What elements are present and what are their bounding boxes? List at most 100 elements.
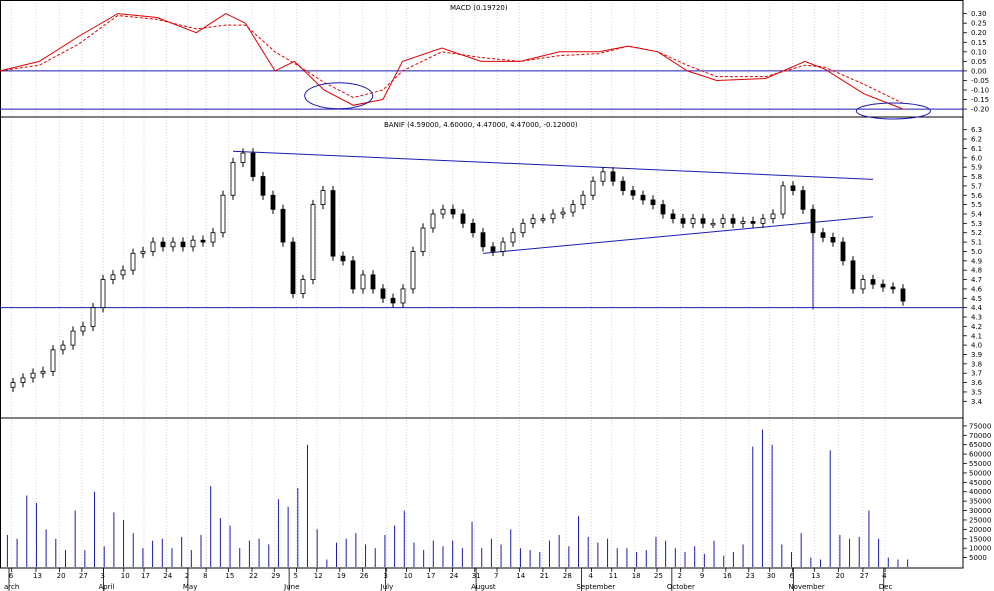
- candle-body: [570, 204, 576, 213]
- month-label: May: [183, 583, 197, 591]
- candle-body: [90, 307, 96, 327]
- macd-y-tick-label: -0.15: [971, 96, 989, 104]
- candle-body: [320, 190, 326, 206]
- price-panel: BANIF (4.59000, 4.60000, 4.47000, 4.4700…: [0, 121, 983, 406]
- candle-body: [670, 213, 676, 220]
- candle-body: [430, 213, 436, 229]
- x-tick-label: 6: [9, 572, 14, 580]
- x-tick-label: 18: [632, 572, 641, 580]
- candle-body: [180, 241, 186, 248]
- candle-body: [20, 377, 26, 383]
- candle-body: [510, 232, 516, 243]
- candle-body: [840, 241, 846, 262]
- x-tick-label: 15: [225, 572, 234, 580]
- x-tick-label: 23: [746, 572, 755, 580]
- x-tick-label: 28: [563, 572, 572, 580]
- candle-body: [640, 194, 646, 201]
- candle-body: [400, 288, 406, 304]
- x-tick-label: 13: [33, 572, 42, 580]
- candle-body: [620, 180, 626, 191]
- candle-body: [170, 241, 176, 248]
- x-tick-label: 8: [203, 572, 207, 580]
- candle-body: [30, 372, 36, 379]
- x-tick-label: 2: [185, 572, 189, 580]
- volume-y-tick-label: 60000: [969, 451, 991, 459]
- grid-layer: [11, 0, 886, 568]
- x-tick-label: 9: [700, 572, 704, 580]
- price-y-tick-label: 3.8: [971, 360, 982, 368]
- candle-body: [590, 180, 596, 196]
- price-y-tick-label: 4.9: [971, 257, 982, 265]
- macd-y-tick-label: -0.10: [971, 87, 989, 95]
- candle-body: [750, 221, 756, 224]
- trendline: [232, 150, 874, 180]
- candle-body: [770, 213, 776, 220]
- candle-body: [830, 236, 836, 243]
- x-tick-label: 14: [516, 572, 525, 580]
- volume-y-tick-label: 40000: [969, 488, 991, 496]
- candle-body: [220, 194, 226, 234]
- x-tick-label: 10: [121, 572, 130, 580]
- price-y-tick-label: 4.7: [971, 276, 982, 284]
- candle-body: [70, 330, 76, 346]
- candle-body: [100, 279, 106, 309]
- price-y-tick-label: 5.6: [971, 192, 983, 200]
- candle-body: [860, 279, 866, 290]
- x-tick-label: 5: [294, 572, 298, 580]
- x-tick-label: 17: [427, 572, 436, 580]
- candle-body: [900, 288, 906, 302]
- month-label: July: [380, 583, 394, 591]
- price-y-tick-label: 3.6: [971, 379, 983, 387]
- x-tick-label: 2: [678, 572, 682, 580]
- candle-body: [210, 232, 216, 243]
- price-y-tick-label: 5.8: [971, 173, 982, 181]
- volume-y-tick-label: 55000: [969, 460, 991, 468]
- x-tick-label: 20: [57, 572, 66, 580]
- candle-body: [610, 171, 616, 182]
- candle-body: [310, 204, 316, 280]
- x-tick-label: 27: [79, 572, 88, 580]
- macd-y-tick-label: 0.00: [971, 67, 987, 75]
- candle-body: [150, 241, 156, 252]
- candle-body: [460, 213, 466, 224]
- macd-y-tick-label: 0.30: [971, 10, 987, 18]
- candle-body: [380, 288, 386, 299]
- candle-body: [520, 222, 526, 234]
- volume-y-tick-label: 20000: [969, 526, 991, 534]
- price-y-tick-label: 3.5: [971, 388, 982, 396]
- x-tick-label: 30: [767, 572, 776, 580]
- month-label: August: [471, 583, 496, 591]
- price-y-tick-label: 4.3: [971, 314, 982, 322]
- x-tick-label: 19: [337, 572, 346, 580]
- month-label: September: [576, 583, 615, 591]
- candle-body: [110, 274, 116, 280]
- candle-body: [340, 255, 346, 262]
- price-y-tick-label: 5.9: [971, 164, 982, 172]
- price-y-tick-label: 4.8: [971, 267, 982, 275]
- month-label: April: [99, 583, 115, 591]
- candle-body: [450, 208, 456, 215]
- x-tick-label: 25: [654, 572, 663, 580]
- price-y-tick-label: 6.0: [971, 154, 982, 162]
- candle-body: [130, 252, 136, 271]
- candle-body: [680, 218, 686, 224]
- candle-body: [490, 246, 496, 252]
- price-title: BANIF (4.59000, 4.60000, 4.47000, 4.4700…: [384, 121, 578, 129]
- candle-body: [880, 283, 886, 288]
- price-y-tick-label: 4.0: [971, 342, 982, 350]
- candle-body: [710, 222, 716, 226]
- volume-y-tick-label: 75000: [969, 422, 991, 430]
- price-y-tick-label: 6.1: [971, 145, 982, 153]
- candle-body: [370, 274, 376, 290]
- price-y-tick-label: 5.0: [971, 248, 982, 256]
- candle-body: [740, 221, 746, 224]
- candle-body: [890, 286, 896, 290]
- candle-body: [440, 208, 446, 215]
- candle-body: [800, 190, 806, 210]
- candle-body: [550, 213, 556, 220]
- price-y-tick-label: 4.1: [971, 332, 982, 340]
- trendline: [482, 216, 874, 254]
- candle-body: [80, 325, 86, 332]
